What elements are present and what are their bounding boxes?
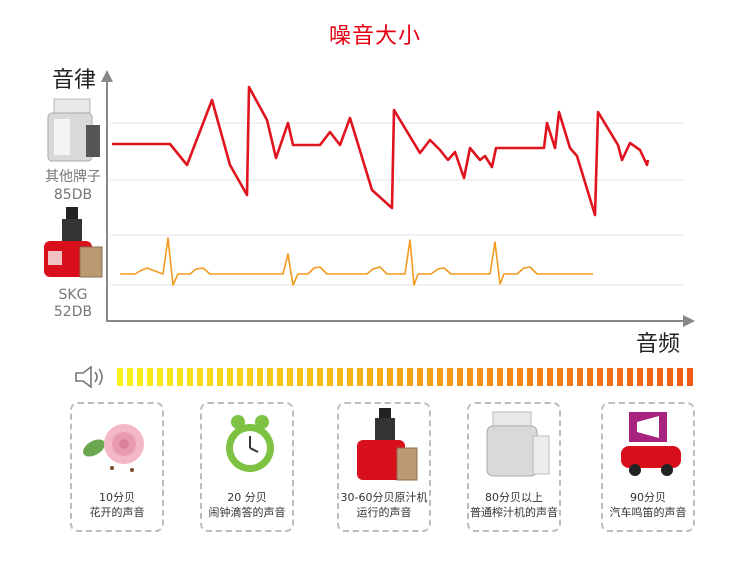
alarm-clock-icon — [226, 415, 274, 472]
scale-tick — [157, 368, 163, 386]
other-brand-db: 85DB — [53, 187, 93, 203]
scale-tick — [507, 368, 513, 386]
scale-tick — [567, 368, 573, 386]
scale-tick — [617, 368, 623, 386]
scale-tick — [237, 368, 243, 386]
scale-tick — [427, 368, 433, 386]
scale-tick — [527, 368, 533, 386]
card-car-horn-line2: 汽车鸣笛的声音 — [609, 506, 687, 519]
series-line-skg — [120, 237, 593, 286]
scale-tick — [577, 368, 583, 386]
card-car-horn-line1: 90分贝 — [630, 491, 666, 504]
scale-tick — [297, 368, 303, 386]
scale-tick — [147, 368, 153, 386]
scale-tick — [117, 368, 123, 386]
volume-scale-bar — [117, 368, 693, 386]
skg-db: 52DB — [53, 304, 93, 320]
scale-tick — [367, 368, 373, 386]
speaker-icon — [75, 365, 103, 389]
card-alarm-line1: 20 分贝 — [227, 491, 267, 504]
scale-tick — [377, 368, 383, 386]
scale-tick — [137, 368, 143, 386]
y-axis-label: 音律 — [52, 68, 97, 93]
scale-tick — [287, 368, 293, 386]
car-horn-icon — [621, 412, 681, 476]
other-juicer-image — [47, 98, 100, 162]
card-rose-line1: 10分贝 — [99, 491, 135, 504]
scale-tick — [657, 368, 663, 386]
scale-tick — [347, 368, 353, 386]
scale-tick — [647, 368, 653, 386]
card-juicer: 80分贝以上普通榨汁机的声音 — [467, 402, 561, 532]
scale-tick — [257, 368, 263, 386]
scale-tick — [607, 368, 613, 386]
scale-tick — [187, 368, 193, 386]
scale-tick — [547, 368, 553, 386]
scale-tick — [177, 368, 183, 386]
scale-tick — [167, 368, 173, 386]
scale-tick — [207, 368, 213, 386]
slow-juicer-icon — [357, 408, 418, 481]
other-brand-label: 其他牌子 — [45, 169, 101, 185]
scale-tick — [457, 368, 463, 386]
scale-tick — [317, 368, 323, 386]
card-rose-line2: 花开的声音 — [89, 506, 145, 519]
card-juicer-line2: 普通榨汁机的声音 — [470, 506, 558, 519]
x-axis-arrow — [683, 315, 695, 327]
scale-tick — [327, 368, 333, 386]
scale-tick — [307, 368, 313, 386]
scale-tick — [407, 368, 413, 386]
rose-icon — [83, 424, 144, 472]
scale-tick — [557, 368, 563, 386]
scale-tick — [197, 368, 203, 386]
scale-tick — [227, 368, 233, 386]
card-juicer-line1: 80分贝以上 — [485, 491, 543, 504]
scale-tick — [677, 368, 683, 386]
card-alarm: 20 分贝闹钟滴答的声音 — [200, 402, 294, 532]
card-slow-juicer-line1: 30-60分贝原汁机 — [340, 491, 428, 504]
scale-tick — [277, 368, 283, 386]
scale-tick — [597, 368, 603, 386]
card-alarm-line2: 闹钟滴答的声音 — [208, 506, 286, 519]
card-slow-juicer: 30-60分贝原汁机 运行的声音 — [337, 402, 431, 532]
scale-tick — [337, 368, 343, 386]
scale-tick — [627, 368, 633, 386]
scale-tick — [417, 368, 423, 386]
scale-tick — [357, 368, 363, 386]
x-axis-label: 音频 — [636, 332, 681, 357]
scale-tick — [437, 368, 443, 386]
scale-tick — [537, 368, 543, 386]
skg-juicer-image — [44, 207, 103, 278]
scale-tick — [667, 368, 673, 386]
scale-tick — [587, 368, 593, 386]
scale-tick — [447, 368, 453, 386]
scale-tick — [397, 368, 403, 386]
scale-tick — [637, 368, 643, 386]
noise-level-cards: 10分贝花开的声音 20 分贝闹钟滴答的声音 30-60分贝原汁机 运行的声音 8… — [60, 400, 710, 540]
scale-tick — [467, 368, 473, 386]
scale-tick — [387, 368, 393, 386]
scale-tick — [267, 368, 273, 386]
scale-tick — [517, 368, 523, 386]
card-rose: 10分贝花开的声音 — [70, 402, 164, 532]
skg-label: SKG — [58, 287, 88, 303]
scale-tick — [487, 368, 493, 386]
gridlines — [110, 122, 683, 286]
scale-tick — [247, 368, 253, 386]
scale-tick — [687, 368, 693, 386]
card-slow-juicer-line2: 运行的声音 — [356, 506, 412, 519]
juicer-icon — [486, 411, 550, 477]
series-line-other-brand — [112, 85, 650, 217]
scale-tick — [217, 368, 223, 386]
scale-tick — [497, 368, 503, 386]
y-axis-arrow — [101, 70, 113, 82]
card-car-horn: 90分贝汽车鸣笛的声音 — [601, 402, 695, 532]
scale-tick — [477, 368, 483, 386]
scale-tick — [127, 368, 133, 386]
chart-title: 噪音大小 — [328, 24, 421, 49]
